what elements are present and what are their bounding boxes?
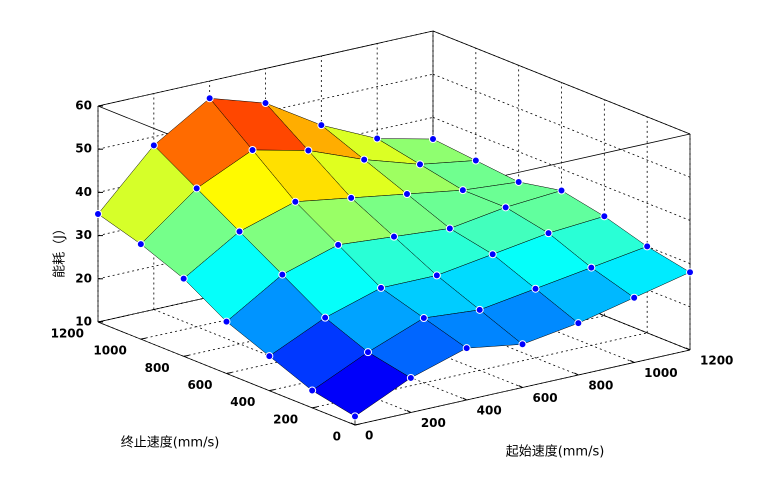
data-point [94,210,102,218]
data-point [248,146,257,155]
x-tick-label: 1000 [644,366,677,380]
data-point [587,263,596,272]
y-tick [140,337,146,340]
data-point [514,177,523,186]
z-tick-label: 10 [75,315,92,329]
x-tick-label: 400 [477,404,502,418]
data-point [630,293,639,302]
data-point [364,348,372,357]
z-axis-label: 能耗（J） [53,222,68,278]
data-point [531,284,540,293]
x-tick [350,422,356,426]
x-tick-label: 600 [533,391,558,405]
data-point [136,240,145,249]
data-point [334,240,343,249]
y-tick-label: 800 [145,361,170,375]
grid-line [312,332,648,409]
data-point [419,314,428,323]
data-point [192,184,201,193]
y-tick [97,320,104,323]
data-point [304,146,313,155]
data-point [265,352,274,361]
y-tick [226,372,232,374]
data-point [501,203,510,212]
x-tick [574,372,579,376]
grid-line [432,73,691,178]
x-tick-label: 200 [421,416,446,430]
x-tick [406,410,412,413]
x-tick [685,347,691,351]
z-tick-label: 60 [75,99,92,113]
data-point [205,94,214,103]
data-point [360,155,369,164]
y-tick-label: 600 [187,378,212,392]
data-point [458,186,467,195]
data-point [308,386,317,395]
data-point [373,134,382,143]
grid-line [432,117,691,221]
data-point [488,250,497,259]
data-point [179,274,188,283]
data-point [471,156,480,165]
data-point [600,212,609,221]
x-tick [462,397,467,401]
data-point [317,121,326,130]
x-tick-label: 800 [588,379,613,393]
x-axis-label: 起始速度(mm/s) [506,444,605,460]
y-tick [269,389,275,392]
data-point [347,193,356,202]
data-point [643,242,652,251]
x-tick [629,360,635,363]
data-point [403,190,411,199]
y-tick-label: 200 [273,412,298,426]
z-tick-label: 50 [75,142,92,156]
data-point [321,313,330,322]
data-point [149,141,158,150]
y-tick [354,423,361,426]
data-point [429,135,437,143]
y-tick [183,354,189,357]
x-tick-label: 1200 [700,354,733,368]
data-point [222,317,231,326]
data-point [351,412,359,421]
data-point [445,224,454,233]
box-edge [97,30,434,107]
data-point [377,283,385,292]
data-point [462,344,471,353]
data-point [291,197,300,206]
data-point [235,227,244,236]
y-tick-label: 0 [333,430,341,444]
data-point [475,305,484,314]
data-point [261,99,270,108]
data-point [686,268,694,277]
y-tick-label: 1000 [93,344,126,358]
data-point [557,186,566,195]
y-tick [312,406,318,409]
z-tick-label: 30 [75,228,92,242]
x-tick [518,385,523,388]
data-point [432,271,441,280]
x-tick-label: 0 [365,429,373,443]
data-point [518,340,527,349]
data-point [406,373,415,382]
data-point [544,229,553,238]
data-point [278,270,287,279]
y-axis-label: 终止速度(mm/s) [121,435,220,451]
y-tick-label: 1200 [51,327,84,341]
y-tick-label: 400 [230,395,255,409]
z-tick-label: 20 [75,271,92,285]
data-point [390,232,398,241]
z-tick-label: 40 [75,185,92,199]
data-point [416,160,424,169]
box-edge [432,30,691,135]
data-point [574,319,583,328]
